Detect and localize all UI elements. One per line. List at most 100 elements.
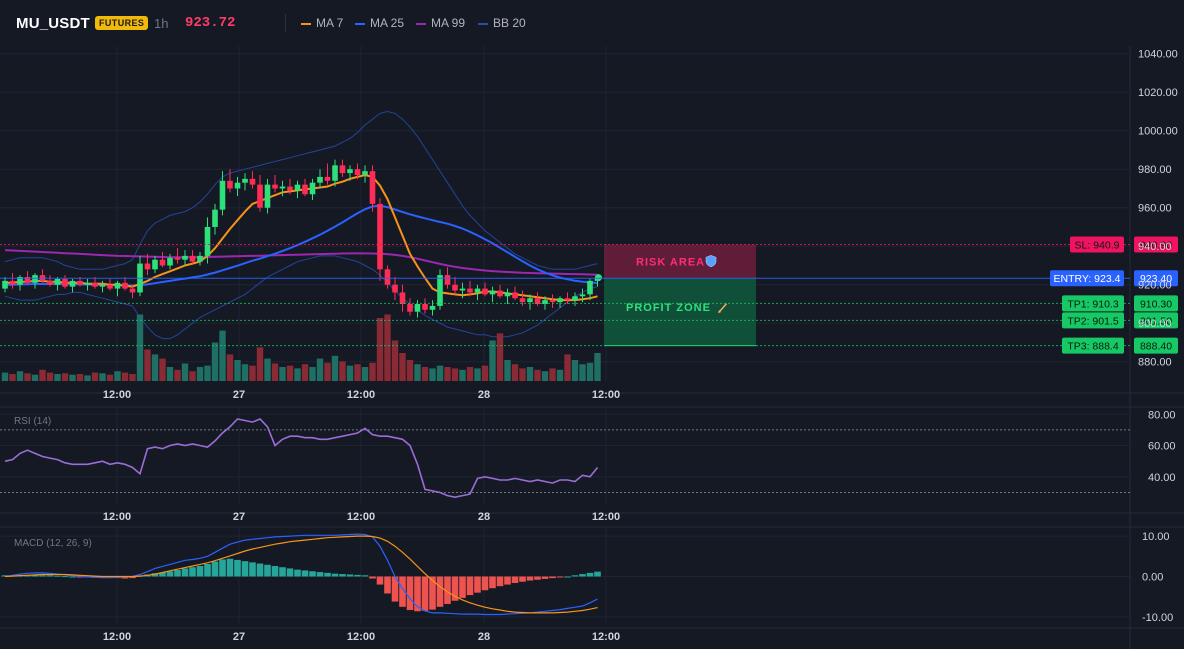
volume-bar: [264, 358, 271, 381]
candle: [174, 257, 181, 260]
macd-histogram-bar: [204, 563, 211, 577]
candle: [422, 303, 428, 310]
volume-bar: [391, 340, 399, 381]
candle: [204, 226, 211, 256]
candle: [504, 292, 511, 297]
ma99-legend-label[interactable]: MA 99: [431, 16, 466, 30]
macd-histogram-bar: [234, 559, 241, 577]
candle: [309, 182, 316, 195]
bb20-legend-swatch: [478, 23, 488, 25]
candles: [2, 159, 602, 318]
volume-bar: [504, 360, 511, 381]
volume-bar: [421, 367, 429, 381]
tp1-level-tag: [1062, 295, 1124, 312]
volume-bar: [346, 365, 354, 381]
sl-axis-tag: [1134, 236, 1178, 253]
macd-histogram-bar: [459, 576, 466, 598]
candle: [572, 296, 578, 301]
macd-histogram-bar: [444, 576, 451, 604]
macd-histogram-bar: [189, 567, 196, 577]
time-tick-label: 12:00: [592, 511, 620, 523]
volume-bar: [294, 368, 301, 381]
candle: [249, 178, 256, 185]
risk-area-label: RISK AREA: [636, 256, 705, 268]
macd-histogram-bar: [489, 576, 496, 589]
bollinger-bands: [4, 110, 598, 340]
macd-histogram-bar: [474, 576, 481, 593]
volume-bar: [511, 364, 519, 381]
volume-bar: [114, 371, 121, 381]
macd-histogram-bar: [339, 574, 346, 577]
macd-histogram-bar: [541, 576, 549, 579]
volume-bar: [189, 371, 196, 381]
tp2-level-tag: [1062, 312, 1124, 329]
macd-histogram-bar: [301, 570, 309, 577]
volume-bar: [46, 372, 54, 381]
ma7-legend-label[interactable]: MA 7: [316, 16, 344, 30]
volume-bar: [166, 367, 174, 381]
macd-signal-line: [4, 535, 598, 614]
candle: [459, 288, 466, 291]
volume-bar: [466, 367, 474, 381]
time-tick-label: 12:00: [103, 631, 131, 643]
last-price-marker: [595, 274, 602, 282]
volume-bar: [1, 372, 9, 381]
candle: [407, 303, 413, 312]
rsi-pane: RSI (14) 40.00 60.00 80.00: [0, 409, 1176, 499]
sl-level-label: SL: 940.9: [1075, 239, 1120, 251]
rsi-title: RSI (14): [14, 416, 51, 427]
ma25-legend-label[interactable]: MA 25: [370, 16, 405, 30]
macd-histogram-bar: [316, 572, 324, 577]
macd-histogram-bar: [219, 559, 226, 577]
candle: [129, 288, 136, 293]
volume-bar: [76, 374, 84, 381]
macd-histogram-bar: [174, 570, 181, 577]
macd-histogram-bar: [271, 565, 279, 577]
candle: [467, 288, 473, 293]
macd-histogram-bar: [451, 576, 459, 601]
bb20-legend-label[interactable]: BB 20: [493, 16, 526, 30]
time-tick-label: 28: [478, 389, 490, 401]
volume-bar: [444, 367, 451, 381]
volume-bar: [249, 365, 256, 381]
candle: [47, 280, 53, 285]
volume-bar: [91, 372, 99, 381]
time-tick-label: 27: [233, 389, 245, 401]
volume-bar: [256, 347, 264, 381]
macd-histogram-bar: [249, 562, 256, 577]
candle: [564, 298, 571, 301]
entry-level-tag: [1050, 270, 1124, 287]
volume-bar: [384, 314, 391, 381]
candle: [189, 255, 196, 262]
macd-histogram-bar: [526, 576, 534, 581]
candle: [69, 280, 76, 287]
rsi-line: [4, 418, 599, 499]
volume-bar: [121, 372, 129, 381]
volume-bar: [586, 362, 594, 381]
volume-bar: [459, 369, 466, 381]
candle: [182, 255, 188, 260]
price-axis: 880.00 900.00 920.00 940.00 960.00 980.00 1000…: [1138, 49, 1178, 369]
macd-histogram-bar: [331, 573, 339, 577]
candle: [587, 280, 593, 295]
candle: [317, 176, 323, 183]
volume-bar: [159, 358, 166, 381]
volume-bar: [489, 340, 496, 381]
symbol-name[interactable]: MU_USDT: [16, 15, 90, 32]
interval-selector[interactable]: 1h: [154, 16, 169, 31]
macd-pane: MACD (12, 26, 9) -10.00 0.00 10.00: [1, 531, 1173, 624]
candle: [557, 298, 563, 303]
candle: [264, 184, 271, 208]
volume-bar: [9, 374, 16, 381]
candle: [144, 263, 151, 270]
volume-bar: [61, 373, 69, 381]
candle: [197, 255, 203, 262]
candle: [62, 278, 68, 287]
ma7-line: [5, 173, 598, 302]
entry-axis-value: 923.40: [1140, 273, 1172, 285]
volume-bar: [16, 371, 24, 381]
candle: [167, 257, 173, 266]
price-tick-label: 900.00: [1138, 318, 1172, 330]
shield-icon: [705, 255, 717, 268]
